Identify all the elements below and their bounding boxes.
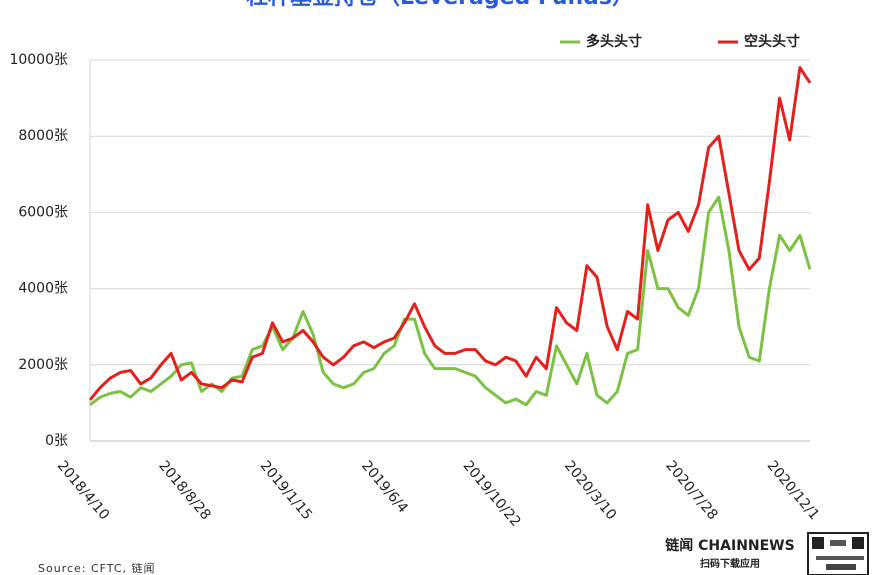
y-tick-label: 0张 — [45, 433, 68, 449]
y-tick-label: 2000张 — [18, 357, 68, 373]
y-tick-label: 10000张 — [9, 52, 68, 68]
y-tick-label: 4000张 — [18, 281, 68, 297]
chart-title: 杠杆基金持仓（Leveraged Funds） — [246, 0, 634, 10]
legend-label: 空头头寸 — [744, 33, 800, 50]
brand-sub: 扫码下载应用 — [700, 557, 760, 570]
series-line — [88, 66, 812, 401]
y-tick-label: 8000张 — [18, 128, 68, 144]
source: Source: CFTC, 链闻 — [38, 561, 156, 575]
legend-label: 多头头寸 — [586, 33, 642, 50]
y-tick-label: 6000张 — [18, 204, 68, 220]
qr-code — [807, 532, 869, 575]
brand: 链闻 CHAINNEWS — [665, 537, 794, 554]
